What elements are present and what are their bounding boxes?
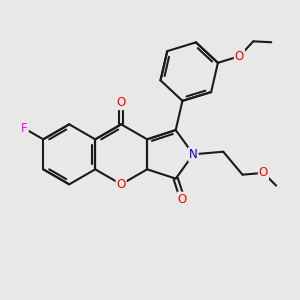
Text: O: O [259, 167, 268, 179]
Text: N: N [189, 148, 198, 161]
Text: O: O [117, 96, 126, 109]
Text: O: O [178, 193, 187, 206]
Text: O: O [117, 178, 126, 191]
Text: F: F [21, 122, 28, 135]
Text: O: O [235, 50, 244, 63]
